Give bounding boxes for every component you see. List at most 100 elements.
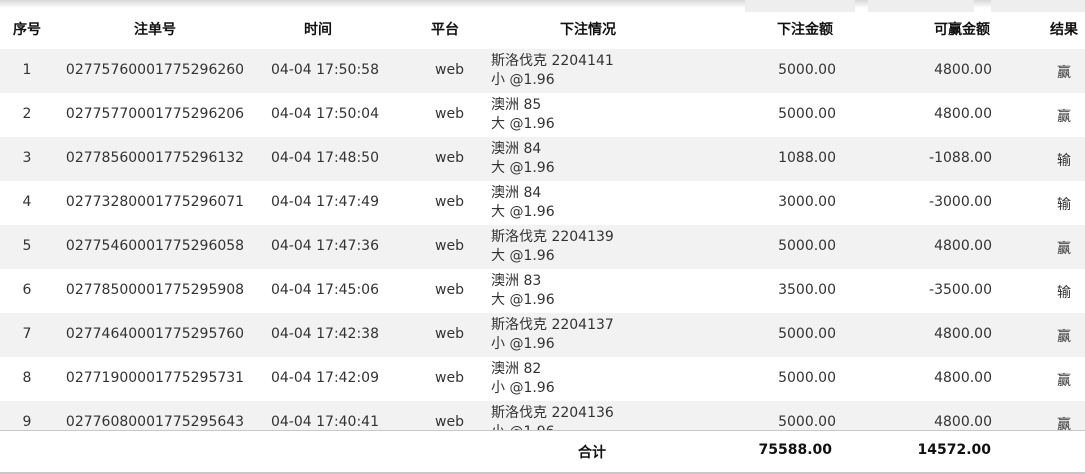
table-row[interactable]: 6 02778500001775295908 04-04 17:45:06 web 澳洲… xyxy=(0,269,1085,313)
cell-result: 赢 xyxy=(1057,241,1071,257)
cell-time: 04-04 17:50:58 xyxy=(270,62,380,78)
detail-pick: 小 @1.96 xyxy=(491,72,555,88)
cell-amount: 5000.00 xyxy=(778,326,836,342)
toolbar-button-ghost xyxy=(745,0,855,12)
cell-bet-id: 02771900001775295731 xyxy=(65,370,245,386)
cell-index: 9 xyxy=(22,414,32,430)
detail-match: 澳洲 83 xyxy=(491,273,542,289)
detail-pick: 大 @1.96 xyxy=(491,204,555,220)
cell-time: 04-04 17:42:38 xyxy=(270,326,380,342)
cell-index: 3 xyxy=(22,150,32,166)
cell-result: 赢 xyxy=(1057,373,1071,389)
cell-platform: web xyxy=(435,414,464,430)
detail-pick: 大 @1.96 xyxy=(491,248,555,264)
cell-detail: 澳洲 83 大 @1.96 xyxy=(491,272,555,310)
header-amount: 下注金额 xyxy=(777,22,833,38)
cell-result: 输 xyxy=(1057,153,1071,169)
detail-pick: 小 @1.96 xyxy=(491,423,614,430)
detail-match: 斯洛伐克 2204141 xyxy=(491,53,614,69)
cell-result: 赢 xyxy=(1057,329,1071,345)
header-win-amount: 可赢金额 xyxy=(934,22,990,38)
table-row[interactable]: 4 02773280001775296071 04-04 17:47:49 web 澳洲… xyxy=(0,181,1085,225)
cell-win-amount: 4800.00 xyxy=(934,106,992,122)
header-index: 序号 xyxy=(13,22,41,38)
header-result: 结果 xyxy=(1050,22,1078,38)
toolbar-button-ghost xyxy=(991,0,1085,12)
cell-win-amount: -3000.00 xyxy=(929,194,992,210)
cell-time: 04-04 17:45:06 xyxy=(270,282,380,298)
cell-time: 04-04 17:47:49 xyxy=(270,194,380,210)
table-body[interactable]: 1 02775760001775296260 04-04 17:50:58 web 斯洛… xyxy=(0,49,1085,430)
detail-match: 澳洲 84 xyxy=(491,141,542,157)
cell-amount: 3000.00 xyxy=(778,194,836,210)
footer-label: 合计 xyxy=(578,445,606,461)
cell-result: 赢 xyxy=(1057,65,1071,81)
cell-time: 04-04 17:47:36 xyxy=(270,238,380,254)
table-row[interactable]: 1 02775760001775296260 04-04 17:50:58 web 斯洛… xyxy=(0,49,1085,93)
cell-platform: web xyxy=(435,194,464,210)
cell-bet-id: 02775770001775296206 xyxy=(65,106,245,122)
cell-index: 2 xyxy=(22,106,32,122)
header-platform: 平台 xyxy=(431,22,459,38)
cell-index: 5 xyxy=(22,238,32,254)
cell-win-amount: 4800.00 xyxy=(934,414,992,430)
detail-pick: 大 @1.96 xyxy=(491,292,555,308)
cell-amount: 1088.00 xyxy=(778,150,836,166)
cell-time: 04-04 17:42:09 xyxy=(270,370,380,386)
cell-win-amount: 4800.00 xyxy=(934,326,992,342)
table-header: 序号 注单号 时间 平台 下注情况 下注金额 可赢金额 结果 xyxy=(0,8,1085,49)
cell-platform: web xyxy=(435,150,464,166)
cell-win-amount: -3500.00 xyxy=(929,282,992,298)
cell-result: 输 xyxy=(1057,197,1071,213)
cell-detail: 澳洲 85 大 @1.96 xyxy=(491,96,555,134)
detail-match: 斯洛伐克 2204139 xyxy=(491,229,614,245)
toolbar-button-ghost xyxy=(868,0,974,12)
cell-index: 1 xyxy=(22,62,32,78)
table-row[interactable]: 2 02775770001775296206 04-04 17:50:04 web 澳洲… xyxy=(0,93,1085,137)
cell-amount: 5000.00 xyxy=(778,238,836,254)
detail-match: 斯洛伐克 2204137 xyxy=(491,317,614,333)
table-row[interactable]: 9 02776080001775295643 04-04 17:40:41 web 斯洛… xyxy=(0,401,1085,430)
cell-time: 04-04 17:48:50 xyxy=(270,150,380,166)
cell-detail: 斯洛伐克 2204139 大 @1.96 xyxy=(491,228,614,266)
table-row[interactable]: 3 02778560001775296132 04-04 17:48:50 web 澳洲… xyxy=(0,137,1085,181)
detail-pick: 小 @1.96 xyxy=(491,336,555,352)
cell-bet-id: 02774640001775295760 xyxy=(65,326,245,342)
header-time: 时间 xyxy=(304,22,332,38)
table-footer: 合计 75588.00 14572.00 xyxy=(0,430,1085,474)
cell-amount: 5000.00 xyxy=(778,62,836,78)
cell-bet-id: 02778500001775295908 xyxy=(65,282,245,298)
cell-result: 赢 xyxy=(1057,417,1071,430)
cell-amount: 5000.00 xyxy=(778,414,836,430)
cell-amount: 5000.00 xyxy=(778,370,836,386)
cell-result: 输 xyxy=(1057,285,1071,301)
table-row[interactable]: 7 02774640001775295760 04-04 17:42:38 web 斯洛… xyxy=(0,313,1085,357)
cell-result: 赢 xyxy=(1057,109,1071,125)
cell-bet-id: 02775460001775296058 xyxy=(65,238,245,254)
detail-match: 澳洲 82 xyxy=(491,361,542,377)
cell-detail: 澳洲 84 大 @1.96 xyxy=(491,140,555,178)
cell-win-amount: 4800.00 xyxy=(934,62,992,78)
cell-win-amount: -1088.00 xyxy=(929,150,992,166)
cell-bet-id: 02778560001775296132 xyxy=(65,150,245,166)
cell-bet-id: 02773280001775296071 xyxy=(65,194,245,210)
header-bet-id: 注单号 xyxy=(134,22,176,38)
detail-pick: 大 @1.96 xyxy=(491,160,555,176)
cell-index: 6 xyxy=(22,282,32,298)
cell-platform: web xyxy=(435,238,464,254)
cell-time: 04-04 17:40:41 xyxy=(270,414,380,430)
table-row[interactable]: 5 02775460001775296058 04-04 17:47:36 web 斯洛… xyxy=(0,225,1085,269)
cell-index: 8 xyxy=(22,370,32,386)
cell-amount: 5000.00 xyxy=(778,106,836,122)
detail-match: 澳洲 84 xyxy=(491,185,542,201)
cell-detail: 澳洲 82 小 @1.96 xyxy=(491,360,555,398)
cell-bet-id: 02775760001775296260 xyxy=(65,62,245,78)
footer-total-amount: 75588.00 xyxy=(758,442,832,458)
table-row[interactable]: 8 02771900001775295731 04-04 17:42:09 web 澳洲… xyxy=(0,357,1085,401)
footer-total-win: 14572.00 xyxy=(917,442,991,458)
cell-win-amount: 4800.00 xyxy=(934,238,992,254)
cell-amount: 3500.00 xyxy=(778,282,836,298)
cell-detail: 斯洛伐克 2204136 小 @1.96 xyxy=(491,404,614,430)
cell-platform: web xyxy=(435,106,464,122)
cell-bet-id: 02776080001775295643 xyxy=(65,414,245,430)
